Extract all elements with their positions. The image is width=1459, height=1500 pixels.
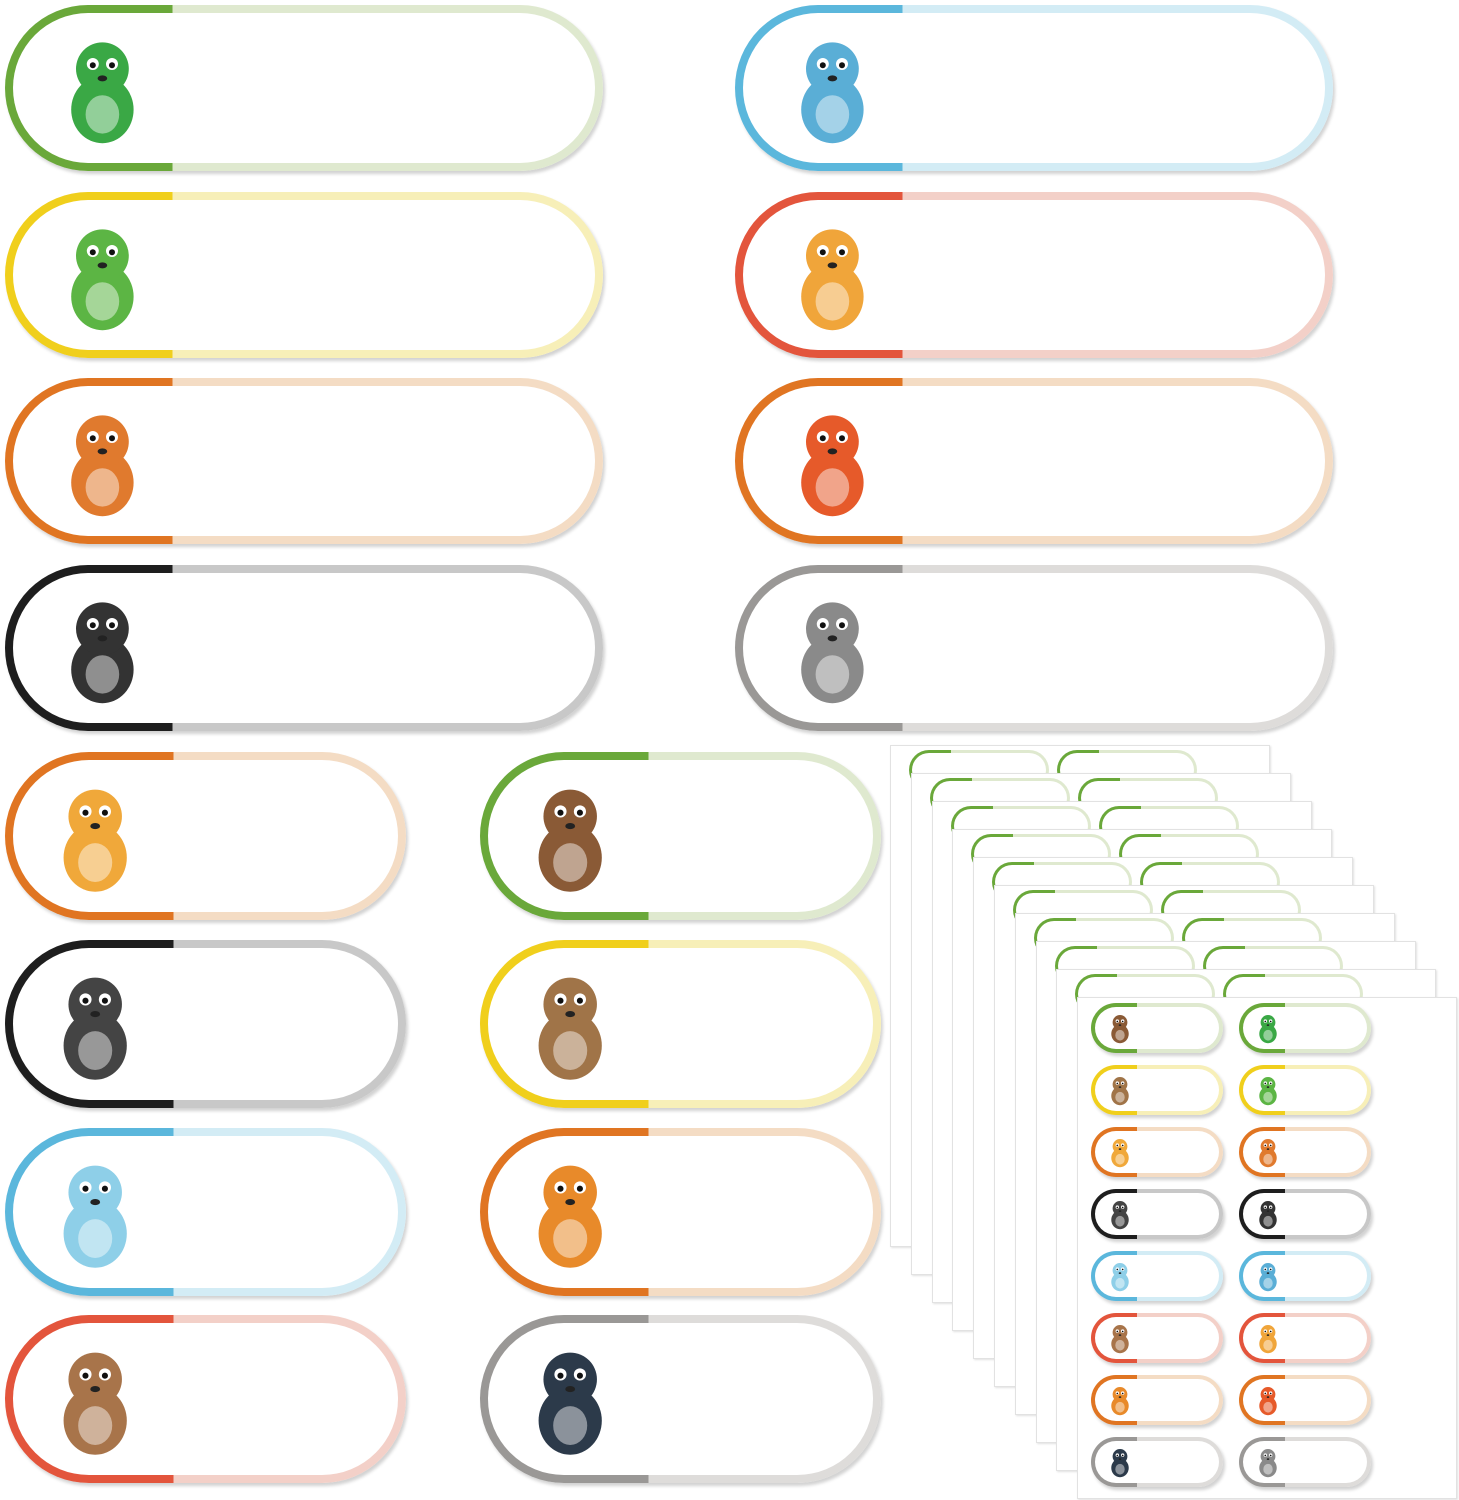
medium-label-toucan xyxy=(480,1315,881,1483)
bear-icon xyxy=(63,1352,128,1455)
medium-label-sloth xyxy=(480,940,881,1108)
raccoon-icon xyxy=(801,602,864,704)
zebra-icon xyxy=(63,977,128,1080)
sloth-icon xyxy=(538,977,603,1080)
tiger-icon xyxy=(1111,1387,1129,1416)
lion-icon xyxy=(801,229,864,331)
toucan-icon xyxy=(1111,1449,1129,1478)
giraffe-icon xyxy=(1111,1139,1129,1168)
sheet-label-zebra xyxy=(1091,1189,1223,1239)
sheet-label-sloth xyxy=(1091,1065,1223,1115)
medium-label-zebra xyxy=(5,940,406,1108)
medium-label-giraffe xyxy=(5,752,406,920)
large-label-frog xyxy=(5,5,603,171)
crocodile-icon xyxy=(1259,1077,1277,1106)
zebra-icon xyxy=(1111,1201,1129,1230)
large-label-lion xyxy=(735,192,1333,358)
large-label-raccoon xyxy=(735,565,1333,731)
rabbit-icon xyxy=(63,1165,128,1268)
panda-icon xyxy=(1259,1201,1277,1230)
sheet-label-monkey xyxy=(1091,1003,1223,1053)
medium-label-bear xyxy=(5,1315,406,1483)
large-label-squirrel xyxy=(5,378,603,544)
sheet-label-lion xyxy=(1239,1313,1371,1363)
sheet-label-raccoon xyxy=(1239,1437,1371,1487)
elephant-icon xyxy=(1259,1263,1277,1292)
sheet-label-fox xyxy=(1239,1375,1371,1425)
monkey-icon xyxy=(538,789,603,892)
sheet-label-frog xyxy=(1239,1003,1371,1053)
medium-label-rabbit xyxy=(5,1128,406,1296)
sheet-label-bear xyxy=(1091,1313,1223,1363)
squirrel-icon xyxy=(1259,1139,1277,1168)
sheet-label-crocodile xyxy=(1239,1065,1371,1115)
tiger-icon xyxy=(538,1165,603,1268)
medium-label-tiger xyxy=(480,1128,881,1296)
sheet-label-elephant xyxy=(1239,1251,1371,1301)
elephant-icon xyxy=(801,42,864,144)
toucan-icon xyxy=(538,1352,603,1455)
large-label-panda xyxy=(5,565,603,731)
crocodile-icon xyxy=(71,229,134,331)
sheet-label-tiger xyxy=(1091,1375,1223,1425)
sheet-label-panda xyxy=(1239,1189,1371,1239)
sloth-icon xyxy=(1111,1077,1129,1106)
bear-icon xyxy=(1111,1325,1129,1354)
lion-icon xyxy=(1259,1325,1277,1354)
large-label-elephant xyxy=(735,5,1333,171)
sheet-label-giraffe xyxy=(1091,1127,1223,1177)
monkey-icon xyxy=(1111,1015,1129,1044)
large-label-crocodile xyxy=(5,192,603,358)
giraffe-icon xyxy=(63,789,128,892)
panda-icon xyxy=(71,602,134,704)
sheet-label-rabbit xyxy=(1091,1251,1223,1301)
frog-icon xyxy=(1259,1015,1277,1044)
raccoon-icon xyxy=(1259,1449,1277,1478)
frog-icon xyxy=(71,42,134,144)
sheet-label-toucan xyxy=(1091,1437,1223,1487)
squirrel-icon xyxy=(71,415,134,517)
large-label-fox xyxy=(735,378,1333,544)
rabbit-icon xyxy=(1111,1263,1129,1292)
fox-icon xyxy=(801,415,864,517)
fox-icon xyxy=(1259,1387,1277,1416)
medium-label-monkey xyxy=(480,752,881,920)
sheet-label-squirrel xyxy=(1239,1127,1371,1177)
